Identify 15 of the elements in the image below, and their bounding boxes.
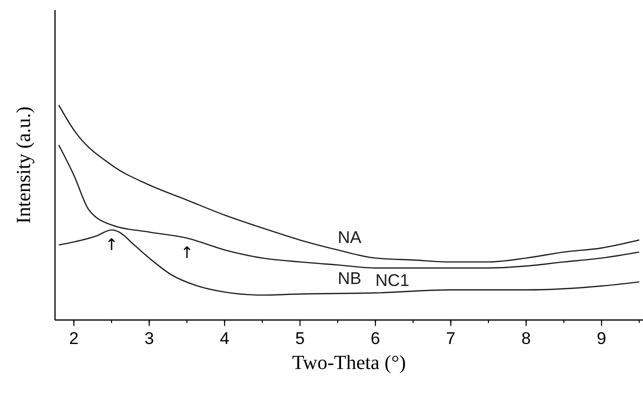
series-label: NA bbox=[338, 228, 362, 247]
x-tick-label: 9 bbox=[596, 329, 606, 348]
series-label: NB bbox=[338, 268, 362, 288]
x-axis-title: Two-Theta (°) bbox=[292, 352, 406, 374]
series-label: NC1 bbox=[375, 270, 410, 290]
x-tick-label: 5 bbox=[295, 329, 305, 348]
x-tick-label: 7 bbox=[446, 329, 456, 348]
x-tick-label: 4 bbox=[220, 329, 230, 348]
x-tick-label: 8 bbox=[521, 329, 531, 348]
x-tick-label: 3 bbox=[144, 329, 154, 348]
x-tick-label: 6 bbox=[370, 329, 380, 348]
annotation: ↑ bbox=[104, 234, 118, 254]
x-tick-label: 2 bbox=[69, 329, 79, 348]
y-axis-title: Intensity (a.u.) bbox=[13, 106, 35, 224]
annotation: ↑ bbox=[180, 243, 194, 262]
